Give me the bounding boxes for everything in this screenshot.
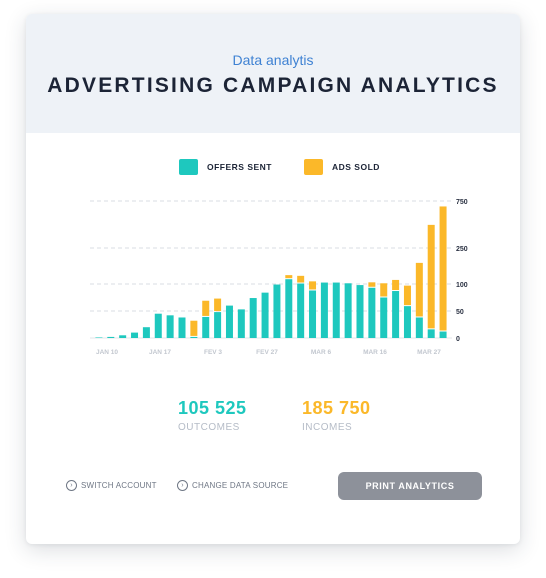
outcomes-label: OUTCOMES	[178, 422, 240, 433]
bar-ads-sold	[392, 279, 400, 291]
change-source-label: CHANGE DATA SOURCE	[192, 481, 289, 490]
stacked-bar-chart: 750 250 100 50 0 JAN 10 JAN 17 FEV 3 FEV 27 MAR 6…	[90, 199, 468, 356]
bar-offers-sent	[225, 305, 233, 338]
bar-offers-sent	[237, 309, 245, 338]
bar-offers-sent	[261, 292, 269, 338]
x-tick-label: MAR 6	[311, 349, 332, 356]
card-header: Data analytis ADVERTISING CAMPAIGN ANALY…	[26, 14, 520, 133]
bar-ads-sold	[439, 206, 447, 331]
x-tick-label: MAR 16	[363, 349, 387, 356]
outcomes-value: 105 525	[178, 398, 247, 418]
bar-offers-sent	[356, 285, 364, 338]
legend-swatch-offers	[179, 159, 198, 175]
bar-ads-sold	[190, 320, 198, 336]
bar-offers-sent	[190, 336, 198, 338]
stat-outcomes: 105 525 OUTCOMES	[178, 398, 247, 433]
legend-offers-sent: OFFERS SENT	[179, 159, 272, 175]
incomes-label: INCOMES	[302, 422, 353, 433]
analytics-card: Data analytis ADVERTISING CAMPAIGN ANALY…	[26, 14, 520, 544]
bar-offers-sent	[380, 297, 388, 338]
bar-offers-sent	[166, 315, 174, 338]
x-tick-label: JAN 17	[149, 349, 171, 356]
bar-offers-sent	[439, 331, 447, 338]
bar-ads-sold	[403, 285, 411, 306]
print-analytics-button[interactable]: PRINT ANALYTICS	[338, 472, 482, 500]
bar-offers-sent	[368, 287, 376, 338]
y-tick-label: 0	[456, 336, 460, 343]
legend-ads-sold: ADS SOLD	[304, 159, 380, 175]
bar-offers-sent	[344, 283, 352, 338]
bar-ads-sold	[427, 224, 435, 329]
bar-offers-sent	[392, 291, 400, 338]
bar-offers-sent	[332, 282, 340, 338]
incomes-value: 185 750	[302, 398, 371, 418]
bar-offers-sent	[427, 329, 435, 338]
x-tick-label: MAR 27	[417, 349, 441, 356]
change-data-source-link[interactable]: › CHANGE DATA SOURCE	[177, 480, 288, 491]
stat-incomes: 185 750 INCOMES	[302, 398, 371, 433]
switch-account-link[interactable]: › SWITCH ACCOUNT	[66, 480, 157, 491]
legend-label-offers: OFFERS SENT	[207, 162, 273, 172]
bar-ads-sold	[202, 300, 210, 316]
bar-offers-sent	[273, 284, 281, 338]
bar-ads-sold	[415, 262, 423, 317]
bar-ads-sold	[297, 275, 305, 283]
bar-offers-sent	[131, 332, 139, 338]
x-tick-label: JAN 10	[96, 349, 118, 356]
bar-offers-sent	[142, 327, 150, 338]
bar-offers-sent	[107, 336, 115, 338]
bar-ads-sold	[380, 283, 388, 297]
bar-offers-sent	[320, 282, 328, 338]
x-tick-label: FEV 3	[204, 349, 222, 356]
bar-offers-sent	[309, 290, 317, 338]
bar-offers-sent	[403, 306, 411, 338]
page-subtitle: Data analytis	[232, 52, 314, 68]
chevron-right-circle-icon: ›	[66, 480, 77, 491]
bar-offers-sent	[95, 337, 103, 338]
switch-account-label: SWITCH ACCOUNT	[81, 481, 157, 490]
bar-offers-sent	[202, 316, 210, 338]
legend-label-ads: ADS SOLD	[332, 162, 380, 172]
y-tick-label: 50	[456, 309, 464, 316]
legend-swatch-ads	[304, 159, 323, 175]
y-tick-label: 250	[456, 246, 468, 253]
bar-offers-sent	[297, 283, 305, 338]
chevron-right-circle-icon: ›	[177, 480, 188, 491]
x-tick-label: FEV 27	[256, 349, 278, 356]
bar-offers-sent	[178, 317, 186, 338]
page-title: ADVERTISING CAMPAIGN ANALYTICS	[47, 74, 499, 97]
bar-ads-sold	[368, 282, 376, 287]
y-tick-label: 100	[456, 282, 468, 289]
bar-ads-sold	[214, 298, 222, 312]
bar-offers-sent	[415, 317, 423, 338]
bar-offers-sent	[154, 313, 162, 338]
bar-offers-sent	[119, 335, 127, 338]
bar-ads-sold	[309, 281, 317, 290]
bar-offers-sent	[249, 298, 257, 338]
bar-ads-sold	[285, 275, 293, 279]
bar-offers-sent	[214, 312, 222, 338]
y-tick-label: 750	[456, 199, 468, 206]
bar-offers-sent	[285, 279, 293, 338]
